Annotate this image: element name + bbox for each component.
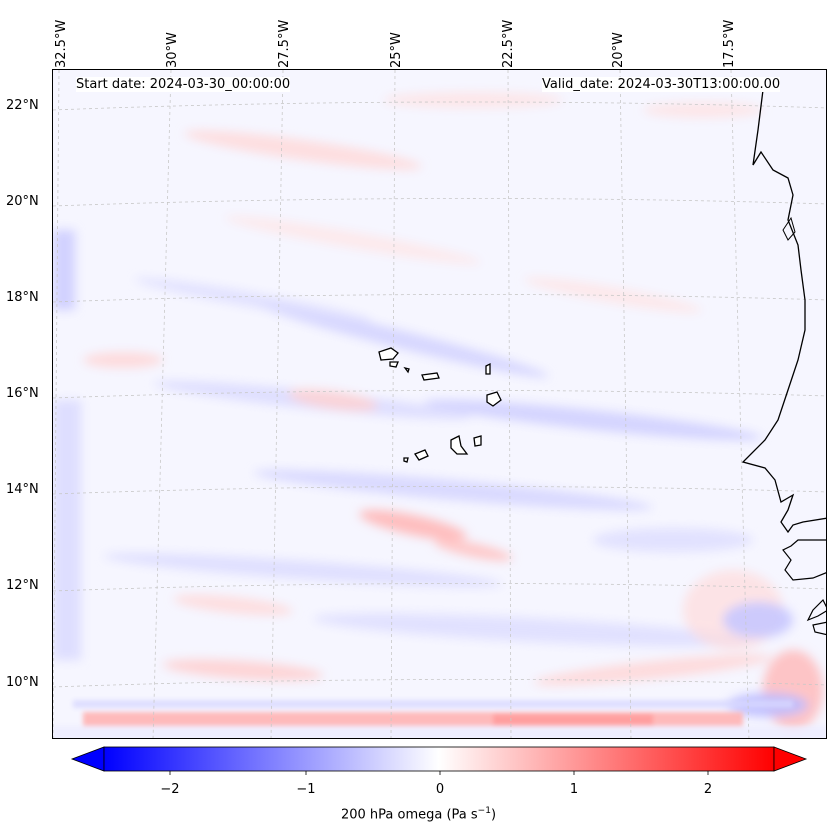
lat-label-10n: 10°N	[6, 675, 39, 690]
colorbar-tick-0: 0	[435, 782, 445, 797]
lon-label-32-5w: 32.5°W	[54, 19, 69, 68]
colorbar-tick-1: 1	[569, 782, 579, 797]
colorbar-max-arrow	[773, 746, 808, 772]
colorbar-label: 200 hPa omega (Pa s−1)	[340, 806, 497, 823]
omega-anomalies	[53, 92, 823, 730]
lat-label-22n: 22°N	[6, 98, 39, 113]
colorbar-min-arrow	[70, 746, 105, 772]
lat-label-12n: 12°N	[6, 578, 39, 593]
lon-label-27-5w: 27.5°W	[277, 19, 292, 68]
start-date-label: Start date: 2024-03-30_00:00:00	[76, 77, 291, 92]
lon-label-20w: 20°W	[611, 32, 626, 68]
colorbar-tick-2: 2	[703, 782, 713, 797]
valid-date-label: Valid_date: 2024-03-30T13:00:00.00	[542, 77, 781, 92]
omega-field-map	[53, 70, 826, 738]
africa-coastline	[741, 89, 826, 534]
cape-verde-islands	[378, 347, 502, 463]
southern-boundary-band	[53, 700, 826, 738]
colorbar-gradient	[103, 746, 775, 772]
lon-label-17-5w: 17.5°W	[722, 19, 737, 68]
lat-label-16n: 16°N	[6, 386, 39, 401]
lon-label-30w: 30°W	[165, 32, 180, 68]
graticule	[53, 70, 826, 738]
colorbar	[70, 746, 808, 775]
lat-label-20n: 20°N	[6, 194, 39, 209]
lon-label-25w: 25°W	[389, 32, 404, 68]
colorbar-tick-neg2: −2	[160, 782, 180, 797]
lon-label-22-5w: 22.5°W	[501, 19, 516, 68]
africa-coastline-south	[782, 539, 826, 636]
map-panel	[52, 69, 827, 739]
colorbar-tick-neg1: −1	[296, 782, 316, 797]
lat-label-14n: 14°N	[6, 482, 39, 497]
lat-label-18n: 18°N	[6, 290, 39, 305]
